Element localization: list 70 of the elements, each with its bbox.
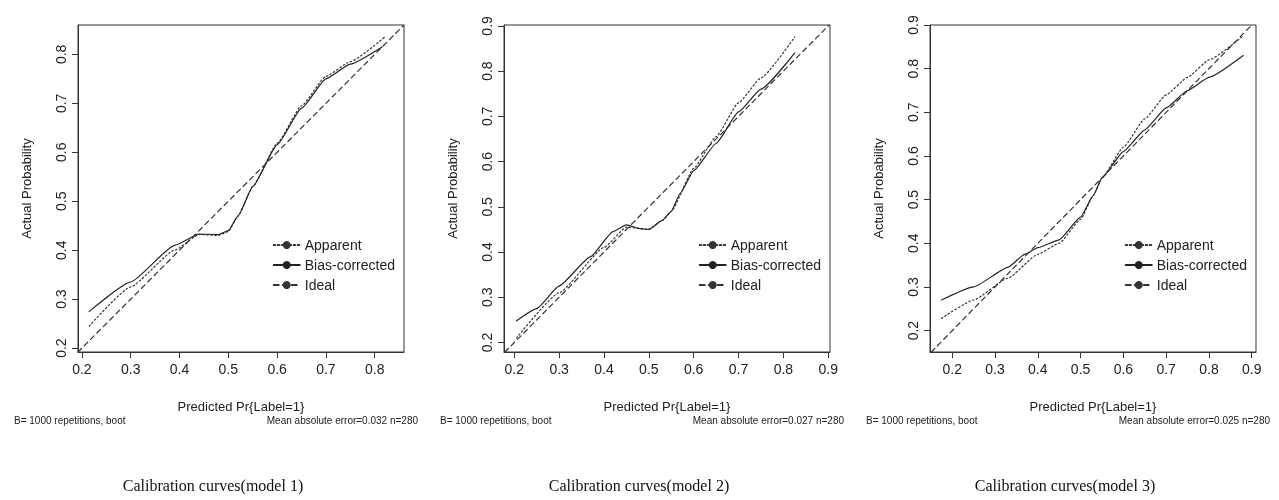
x-tick-label: 0.2	[72, 361, 92, 377]
x-tick-label: 0.4	[594, 361, 614, 377]
y-tick-label: 0.2	[53, 338, 69, 358]
text: Calibration curves(model 3)	[974, 476, 1156, 495]
x-tick-label: 0.4	[169, 361, 190, 377]
y-axis-title: Actual Probability	[19, 137, 34, 239]
x-tick-label: 0.3	[985, 361, 1005, 377]
x-tick-label: 0.7	[728, 361, 749, 377]
x-axis-title: Predicted Pr{Label=1}	[603, 399, 732, 414]
y-tick-label: 0.4	[479, 242, 495, 262]
x-tick-label: 0.3	[549, 361, 570, 377]
x-tick-label: 0.2	[504, 361, 525, 377]
y-tick-label: 0.9	[479, 15, 495, 36]
text: Mean absolute error=0.027 n=280	[692, 414, 845, 426]
y-tick-label: 0.8	[53, 44, 69, 65]
legend-label: Ideal	[730, 277, 762, 293]
legend-label: Apparent	[730, 237, 788, 253]
text: B= 1000 repetitions, boot	[14, 414, 126, 426]
y-tick-label: 0.5	[905, 189, 921, 210]
x-tick-label: 0.8	[364, 361, 385, 377]
y-tick-label: 0.2	[479, 332, 495, 353]
text: Mean absolute error=0.025 n=280	[1118, 414, 1271, 426]
y-tick-label: 0.7	[905, 102, 921, 123]
x-tick-label: 0.7	[1156, 361, 1177, 377]
x-tick-label: 0.9	[818, 361, 839, 377]
text: B= 1000 repetitions, boot	[866, 414, 978, 426]
y-tick-label: 0.9	[905, 15, 921, 35]
x-tick-label: 0.5	[1070, 361, 1091, 377]
x-tick-label: 0.4	[1028, 361, 1048, 377]
y-tick-label: 0.3	[905, 277, 921, 297]
legend-label: Apparent	[1156, 237, 1214, 253]
y-tick-label: 0.4	[905, 233, 921, 254]
x-tick-label: 0.3	[120, 361, 141, 377]
y-tick-label: 0.5	[479, 196, 495, 217]
y-tick-label: 0.8	[479, 61, 495, 81]
y-tick-label: 0.7	[479, 106, 495, 127]
legend-label: Bias-corrected	[304, 257, 396, 273]
x-tick-label: 0.2	[942, 361, 963, 377]
text: Calibration curves(model 1)	[122, 476, 304, 495]
y-tick-label: 0.8	[905, 58, 921, 79]
y-tick-label: 0.3	[479, 287, 495, 308]
x-tick-label: 0.6	[267, 361, 288, 377]
y-tick-label: 0.7	[53, 93, 69, 114]
legend-label: Bias-corrected	[1156, 257, 1248, 273]
text: B= 1000 repetitions, boot	[440, 414, 552, 426]
x-tick-label: 0.9	[1241, 361, 1262, 377]
y-tick-label: 0.3	[53, 289, 69, 309]
text: Calibration curves(model 2)	[548, 476, 730, 495]
y-tick-label: 0.2	[905, 320, 921, 341]
y-axis-title: Actual Probability	[445, 137, 460, 239]
x-tick-label: 0.6	[1113, 361, 1134, 377]
legend-label: Ideal	[304, 277, 336, 293]
x-tick-label: 0.8	[1199, 361, 1219, 377]
y-axis-title: Actual Probability	[871, 137, 886, 239]
y-tick-label: 0.6	[53, 142, 69, 163]
x-tick-label: 0.6	[683, 361, 704, 377]
y-tick-label: 0.4	[53, 240, 69, 260]
x-axis-title: Predicted Pr{Label=1}	[177, 399, 306, 414]
y-tick-label: 0.5	[53, 191, 69, 211]
legend-label: Ideal	[1156, 277, 1188, 293]
text: Mean absolute error=0.032 n=280	[266, 414, 419, 426]
y-tick-label: 0.6	[905, 146, 921, 166]
x-tick-label: 0.7	[316, 361, 336, 377]
x-tick-label: 0.8	[773, 361, 794, 377]
legend-label: Apparent	[304, 237, 362, 253]
y-tick-label: 0.6	[479, 151, 495, 172]
x-tick-label: 0.5	[218, 361, 239, 377]
legend-label: Bias-corrected	[730, 257, 822, 273]
x-axis-title: Predicted Pr{Label=1}	[1029, 399, 1158, 414]
x-tick-label: 0.5	[639, 361, 659, 377]
